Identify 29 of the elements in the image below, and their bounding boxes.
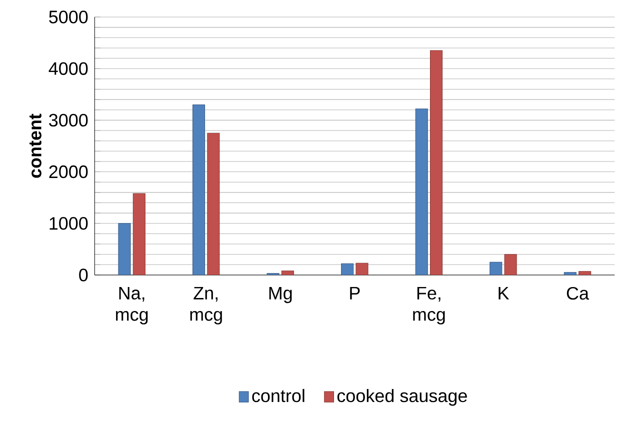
legend-label: control: [252, 388, 304, 402]
y-tick-label: 0: [79, 268, 88, 282]
bar: [430, 50, 443, 275]
bar: [564, 272, 576, 275]
y-tick-label: 4000: [48, 62, 88, 75]
y-tick-label: 3000: [49, 114, 88, 127]
bar: [341, 263, 354, 275]
x-tick-label: Na, mcg: [116, 286, 148, 324]
y-tick-label: 2000: [49, 165, 88, 178]
bar: [490, 262, 502, 275]
x-tick-label: K: [498, 286, 510, 300]
x-tick-label: P: [350, 286, 360, 300]
x-tick-label: Zn, mcg: [190, 286, 222, 324]
bar: [281, 270, 294, 275]
bar: [207, 132, 220, 275]
bar: [132, 193, 146, 275]
bar: [504, 254, 517, 275]
bar: [118, 223, 131, 275]
x-tick-label: Fe, mcg: [413, 286, 445, 324]
x-tick-label: Ca: [566, 286, 590, 300]
x-tick-label: Mg: [269, 286, 292, 304]
y-axis-title: content: [30, 114, 42, 178]
bar: [578, 271, 592, 275]
bar: [192, 104, 206, 275]
y-tick-label: 5000: [49, 10, 88, 24]
bar: [415, 108, 428, 275]
bar: [356, 262, 368, 275]
legend-label: cooked sausage: [337, 388, 467, 406]
y-tick-label: 1000: [50, 217, 88, 230]
